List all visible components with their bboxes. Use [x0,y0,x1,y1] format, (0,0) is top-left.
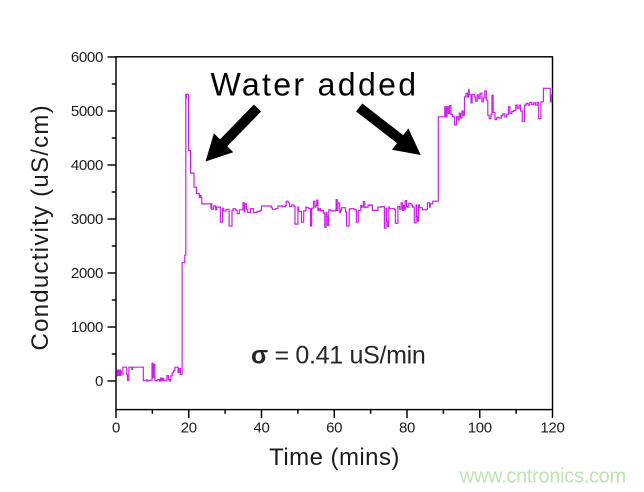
svg-text:120: 120 [540,419,564,436]
svg-text:Conductivity (uS/cm): Conductivity (uS/cm) [27,104,54,350]
svg-text:5000: 5000 [71,103,103,120]
svg-text:www.cntronics.com: www.cntronics.com [459,466,626,488]
svg-text:20: 20 [181,419,197,436]
svg-text:40: 40 [253,419,269,436]
svg-text:σ = 0.41 uS/min: σ = 0.41 uS/min [251,341,426,369]
svg-text:100: 100 [468,419,492,436]
svg-text:80: 80 [399,419,415,436]
svg-text:2000: 2000 [71,265,103,282]
svg-text:3000: 3000 [71,211,103,228]
svg-text:Time (mins): Time (mins) [269,444,400,471]
svg-text:6000: 6000 [71,49,103,66]
svg-text:4000: 4000 [71,157,103,174]
svg-text:60: 60 [326,419,342,436]
svg-text:1000: 1000 [71,319,103,336]
svg-text:Water added: Water added [211,66,419,102]
svg-text:0: 0 [112,419,120,436]
svg-text:0: 0 [95,373,103,390]
